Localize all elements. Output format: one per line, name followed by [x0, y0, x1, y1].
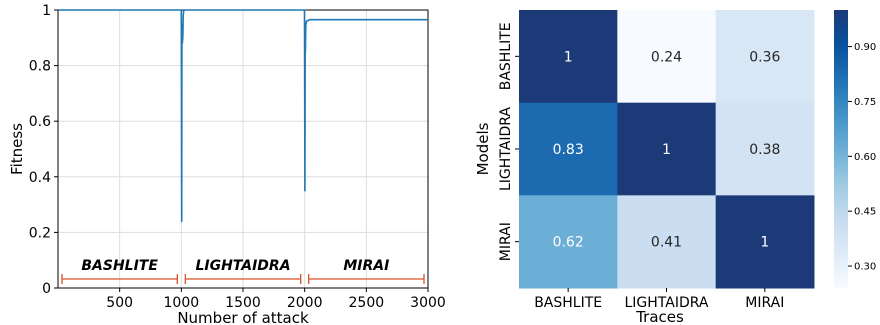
segment-label: MIRAI: [343, 258, 389, 274]
x-tick-label: 1000: [164, 295, 200, 311]
heatmap-cell: [715, 195, 815, 289]
x-tick-label: 500: [106, 295, 133, 311]
heatmap-cell: [519, 102, 618, 196]
y-tick-label: 0: [42, 281, 51, 297]
heatmap-cell-label: 0.83: [553, 142, 584, 158]
segment-label: BASHLITE: [81, 258, 158, 274]
colorbar: [834, 10, 848, 288]
grid: [58, 9, 429, 289]
x-axis-label: Number of attack: [177, 309, 309, 325]
heatmap-cell-label: 0.24: [651, 49, 682, 65]
heatmap-chart: 1 0.24 0.36 0.83 1 0.38 0.62 0.41 1 BASHLITE LIGH…: [474, 10, 876, 325]
heatmap-cell: [519, 10, 618, 104]
heatmap-cell: [519, 195, 618, 289]
y-tick-label: 1: [42, 3, 51, 19]
heatmap-y-axis-label: Models: [474, 122, 492, 175]
heatmap-cell-label: 0.38: [749, 142, 780, 158]
heatmap-cell-label: 1: [564, 49, 573, 65]
y-tick-label: 0.2: [29, 225, 51, 241]
colorbar-tick-label: 0.75: [854, 97, 876, 108]
heatmap-y-tick-labels: BASHLITE LIGHTAIDRA MIRAI: [498, 22, 519, 261]
heatmap-x-axis-label: Traces: [635, 308, 684, 325]
heatmap-cell: [617, 10, 717, 104]
segment-markers: BASHLITE LIGHTAIDRA MIRAI: [61, 258, 425, 284]
heatmap-cell-label: 0.41: [651, 235, 682, 251]
segment-label: LIGHTAIDRA: [195, 258, 290, 274]
y-tick-label: 0.4: [29, 170, 51, 186]
x-tick-label: 3000: [410, 295, 446, 311]
x-tick-label: 2000: [287, 295, 323, 311]
x-tick-label: 1500: [225, 295, 261, 311]
colorbar-tick-label: 0.30: [854, 262, 876, 273]
heatmap-cell-label: 0.36: [749, 49, 780, 65]
heatmap-cell: [715, 102, 815, 196]
heatmap-y-tick-label: MIRAI: [498, 222, 514, 261]
heatmap-y-tick-label: BASHLITE: [498, 22, 514, 90]
heatmap-x-tick-labels: BASHLITE LIGHTAIDRA MIRAI: [534, 288, 784, 311]
heatmap-cell-label: 1: [760, 235, 769, 251]
y-tick-label: 0.6: [29, 114, 51, 130]
y-axis-label: Fitness: [8, 123, 26, 175]
heatmap-cells: 1 0.24 0.36 0.83 1 0.38 0.62 0.41 1: [519, 10, 815, 289]
y-tick-labels: 0 0.2 0.4 0.6 0.8 1: [29, 3, 58, 297]
x-tick-labels: 500 1000 1500 2000 2500 3000: [106, 288, 446, 311]
colorbar-tick-label: 0.90: [854, 42, 876, 53]
y-tick-label: 0.8: [29, 59, 51, 75]
colorbar-tick-label: 0.45: [854, 207, 876, 218]
x-tick-label: 2500: [349, 295, 385, 311]
heatmap-cell: [617, 102, 717, 196]
fitness-line-chart: BASHLITE LIGHTAIDRA MIRAI 500 1000 1500 2000 2…: [8, 3, 446, 325]
series-layer: [58, 9, 428, 223]
colorbar-tick-labels: 0.30 0.45 0.60 0.75 0.90: [848, 42, 876, 273]
heatmap-x-tick-label: LIGHTAIDRA: [624, 295, 708, 311]
heatmap-y-tick-label: LIGHTAIDRA: [498, 107, 514, 191]
colorbar-tick-label: 0.60: [854, 152, 876, 163]
heatmap-x-tick-label: BASHLITE: [534, 295, 602, 311]
fitness-series-line: [58, 9, 428, 223]
heatmap-cell-label: 1: [662, 142, 671, 158]
heatmap-x-tick-label: MIRAI: [745, 295, 784, 311]
heatmap-cell-label: 0.62: [553, 235, 584, 251]
heatmap-cell: [715, 10, 815, 104]
heatmap-cell: [617, 195, 717, 289]
